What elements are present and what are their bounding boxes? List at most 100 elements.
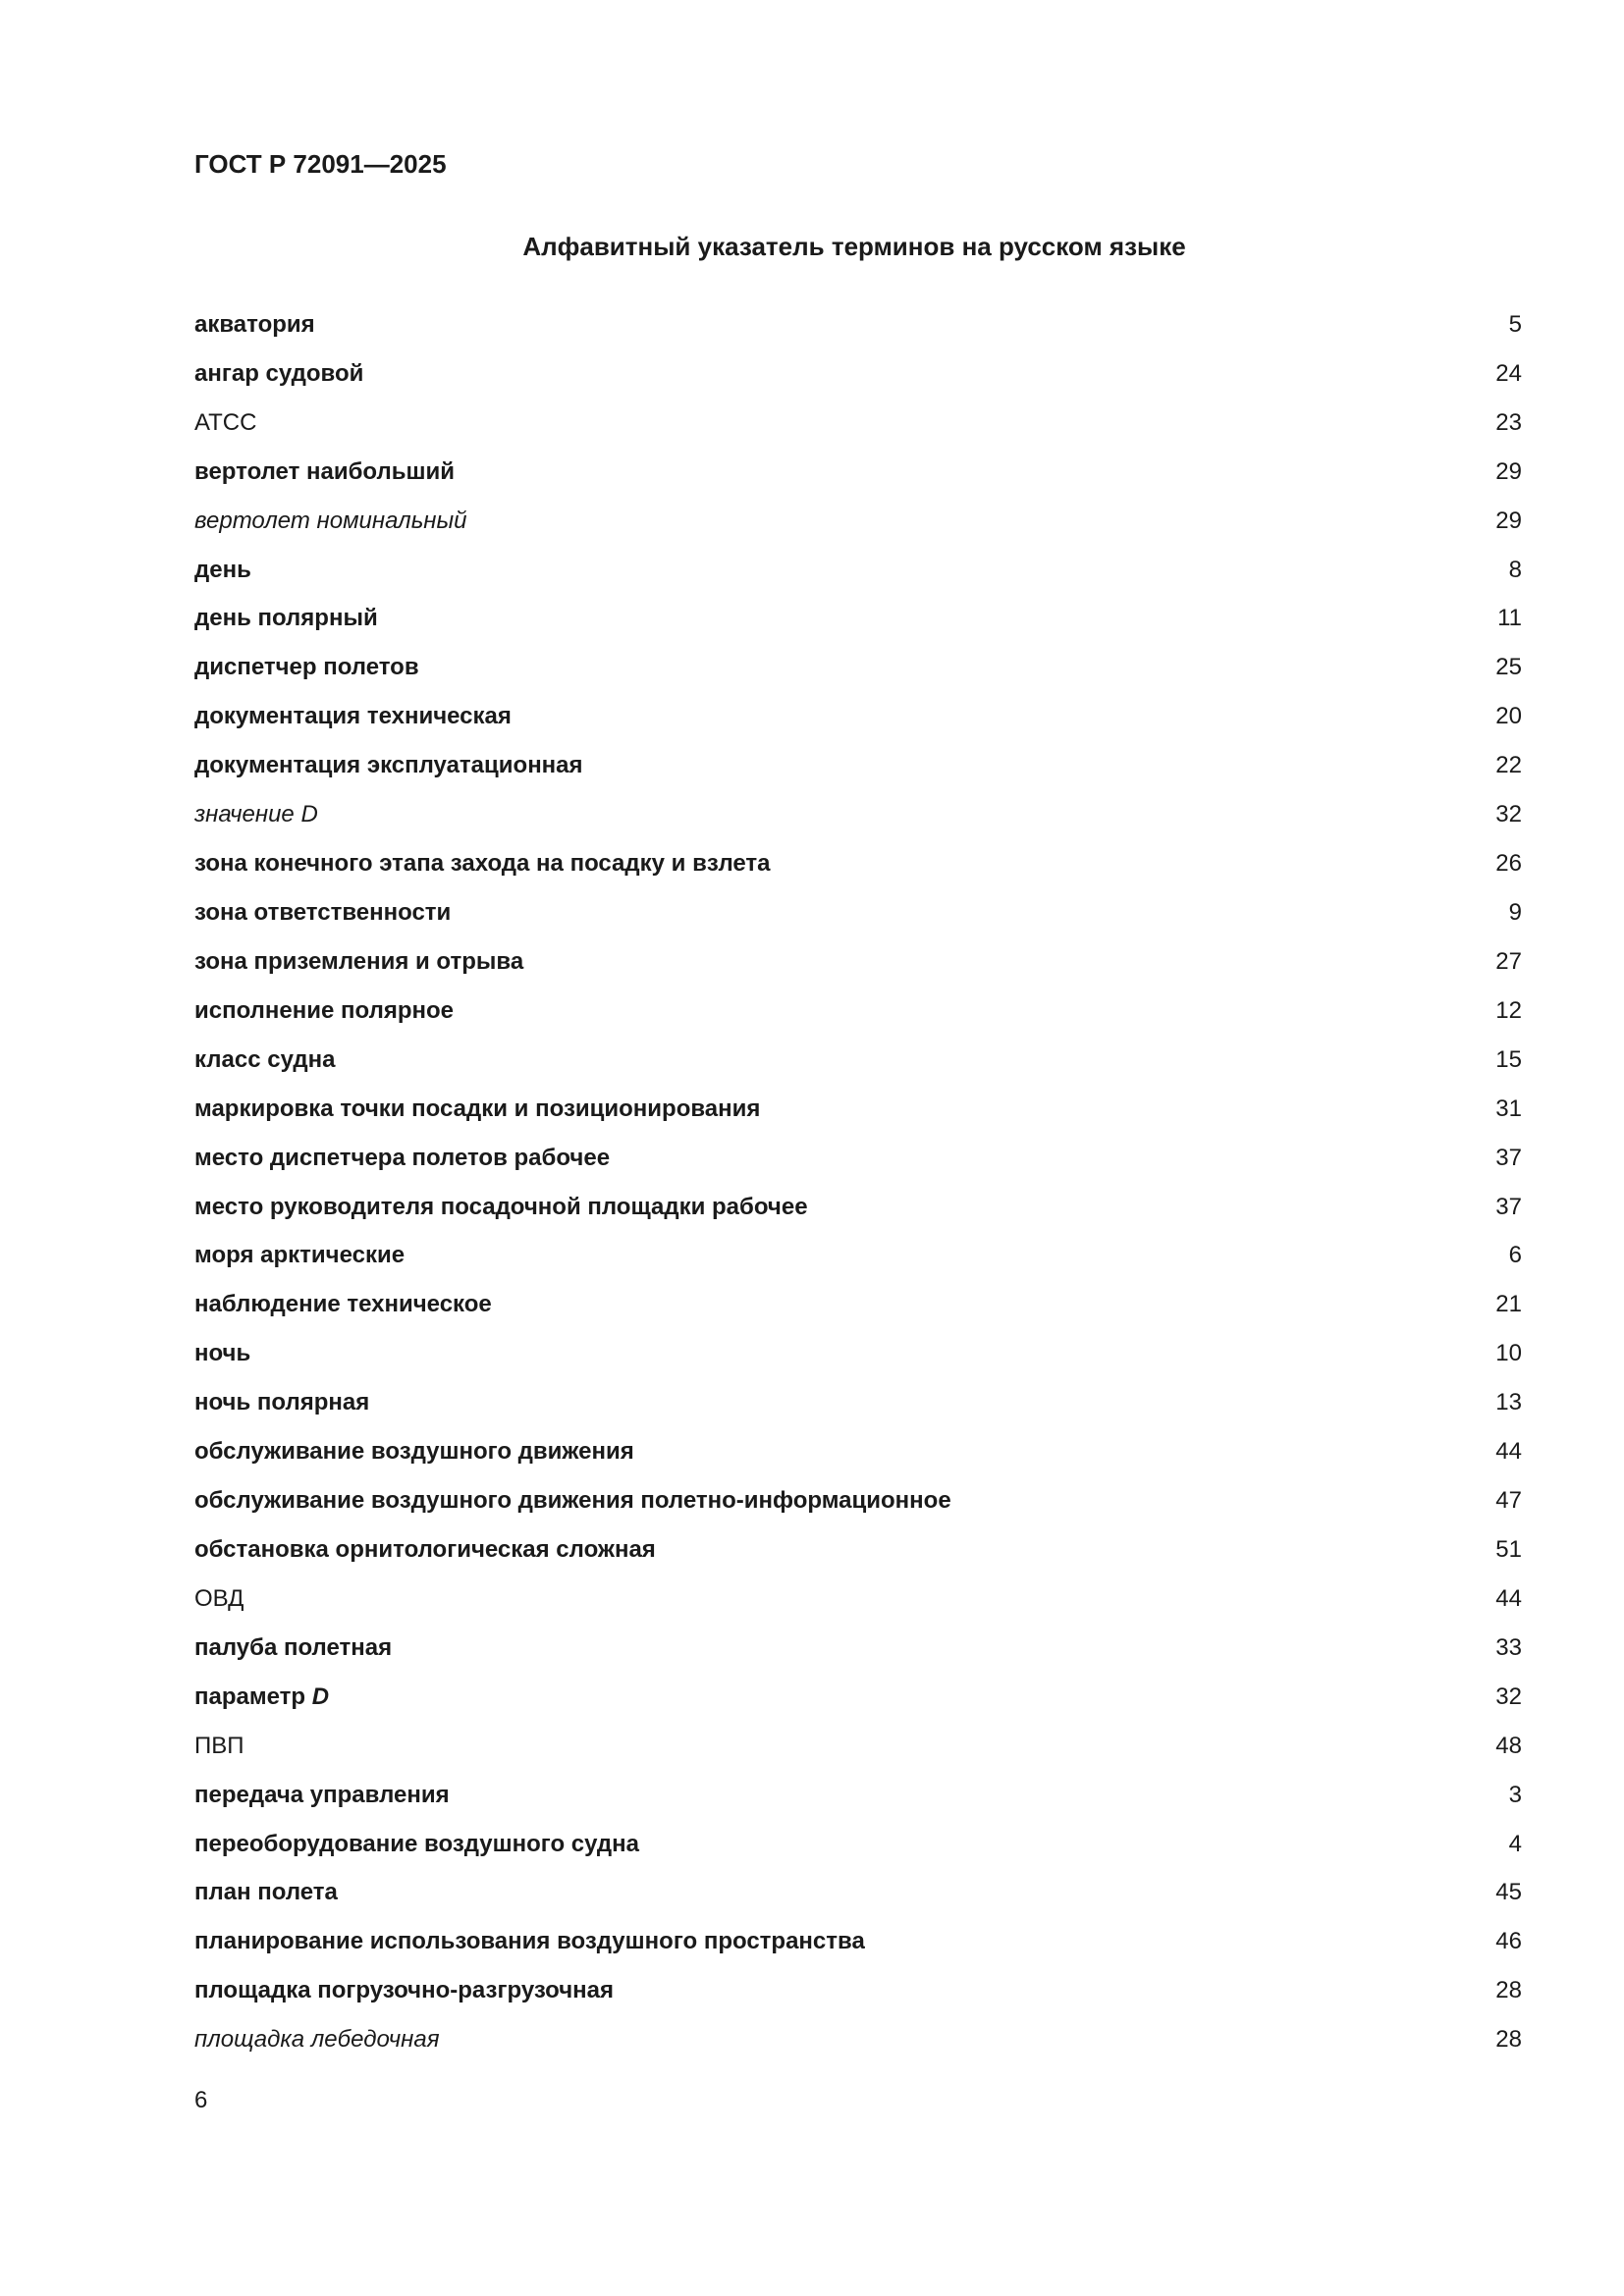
entry-term-text: площадка погрузочно-разгрузочная [194,1977,615,2004]
entry-term: ОВД [194,1585,244,1613]
entry-term-text: маркировка точки посадки и позиционирова… [194,1095,761,1122]
entry-term: планирование использования воздушного пр… [194,1928,865,1955]
entry-term: ночь полярная [194,1389,369,1416]
entry-term: ПВП [194,1733,244,1760]
entry-term-text: зона приземления и отрыва [194,947,524,975]
entry-term: документация эксплуатационная [194,752,583,779]
entry-term-text: ОВД [194,1584,244,1612]
entry-page-ref: 28 [1495,1977,1522,2004]
entry-term: переоборудование воздушного судна [194,1831,639,1858]
entry-page-ref: 6 [1508,1242,1522,1269]
index-entry: обслуживание воздушного движения 44 [194,1427,1522,1476]
entry-page-ref: 48 [1495,1732,1522,1759]
term-index-list: акватория 5 ангар судовой 24 АТСС 23 вертолет … [194,300,1522,2064]
entry-term-text: место руководителя посадочной площадки р… [194,1193,808,1220]
index-entry: обслуживание воздушного движения полетно… [194,1476,1522,1525]
entry-term: план полета [194,1879,338,1906]
index-entry: значение D 32 [194,790,1522,839]
entry-term-text: значение [194,801,295,828]
entry-page-ref: 13 [1495,1389,1522,1416]
entry-term-text: место диспетчера полетов рабочее [194,1144,611,1171]
entry-page-ref: 20 [1495,703,1522,730]
index-entry: план полета 45 [194,1869,1522,1918]
index-entry: исполнение полярное 12 [194,987,1522,1036]
entry-term: день полярный [194,605,378,632]
index-entry: переоборудование воздушного судна 4 [194,1820,1522,1869]
entry-term-text: день [194,556,251,583]
entry-term: вертолет наибольший [194,458,455,486]
entry-term: место диспетчера полетов рабочее [194,1145,610,1172]
index-entry: планирование использования воздушного пр… [194,1917,1522,1966]
entry-page-ref: 28 [1495,2026,1522,2054]
index-entry: место руководителя посадочной площадки р… [194,1183,1522,1232]
index-entry: ночь полярная 13 [194,1378,1522,1427]
entry-term-text: документация техническая [194,703,512,730]
entry-term: площадка погрузочно-разгрузочная [194,1977,614,2004]
entry-term-text: ночь полярная [194,1389,370,1416]
entry-page-ref: 45 [1495,1879,1522,1906]
entry-term-text: зона конечного этапа захода на посадку и… [194,850,771,878]
entry-term: ангар судовой [194,360,363,388]
index-entry: параметр D 32 [194,1673,1522,1722]
document-code: ГОСТ Р 72091—2025 [194,149,447,179]
entry-term-text: параметр [194,1682,306,1710]
entry-page-ref: 37 [1495,1193,1522,1220]
entry-term-text: наблюдение техническое [194,1291,492,1318]
entry-page-ref: 51 [1495,1536,1522,1563]
entry-page-ref: 27 [1495,947,1522,975]
index-entry: обстановка орнитологическая сложная 51 [194,1525,1522,1575]
entry-term: моря арктические [194,1242,405,1269]
index-entry: диспетчер полетов 25 [194,643,1522,692]
entry-term: день [194,557,251,584]
entry-term-text: моря арктические [194,1242,406,1269]
index-entry: класс судна 15 [194,1036,1522,1085]
index-entry: вертолет наибольший 29 [194,448,1522,497]
index-entry: документация эксплуатационная 22 [194,741,1522,790]
entry-term: место руководителя посадочной площадки р… [194,1194,808,1221]
entry-term: зона ответственности [194,899,451,927]
index-entry: передача управления 3 [194,1771,1522,1820]
entry-term-text: обслуживание воздушного движения [194,1438,634,1466]
entry-term: исполнение полярное [194,997,454,1025]
entry-term-text: переоборудование воздушного судна [194,1830,639,1857]
entry-term-text: зона ответственности [194,899,452,927]
entry-term: значение D [194,801,318,828]
entry-page-ref: 12 [1495,996,1522,1024]
index-entry: документация техническая 20 [194,692,1522,741]
entry-term-text: АТСС [194,408,257,436]
index-entry: вертолет номинальный 29 [194,497,1522,546]
entry-term-text: ПВП [194,1732,244,1759]
index-entry: площадка погрузочно-разгрузочная 28 [194,1966,1522,2015]
entry-term-text: обслуживание воздушного движения полетно… [194,1487,951,1515]
entry-page-ref: 44 [1495,1438,1522,1466]
entry-page-ref: 32 [1495,801,1522,828]
page-number: 6 [194,2087,208,2113]
entry-page-ref: 23 [1495,408,1522,436]
entry-page-ref: 11 [1497,605,1522,632]
entry-page-ref: 29 [1495,507,1522,534]
index-entry: площадка лебедочная 28 [194,2015,1522,2064]
entry-term-text: план полета [194,1879,338,1906]
entry-page-ref: 47 [1495,1487,1522,1515]
entry-term: вертолет номинальный [194,507,467,535]
entry-term-text: исполнение полярное [194,996,454,1024]
entry-page-ref: 46 [1495,1928,1522,1955]
entry-term: площадка лебедочная [194,2026,440,2054]
index-entry: место диспетчера полетов рабочее 37 [194,1134,1522,1183]
entry-term: обслуживание воздушного движения полетно… [194,1487,951,1515]
index-entry: зона ответственности 9 [194,888,1522,937]
entry-term-text: вертолет наибольший [194,457,456,485]
entry-page-ref: 9 [1508,899,1522,927]
entry-term: класс судна [194,1046,335,1074]
entry-page-ref: 32 [1495,1682,1522,1710]
entry-term-text: документация эксплуатационная [194,752,583,779]
entry-page-ref: 44 [1495,1584,1522,1612]
entry-term: палуба полетная [194,1634,392,1662]
index-entry: день 8 [194,546,1522,595]
entry-term-text: вертолет номинальный [194,507,467,534]
index-entry: зона конечного этапа захода на посадку и… [194,839,1522,888]
index-title: Алфавитный указатель терминов на русском… [522,232,1186,261]
entry-term: акватория [194,311,315,339]
entry-term-text: планирование использования воздушного пр… [194,1928,865,1955]
index-entry: АТСС 23 [194,399,1522,448]
